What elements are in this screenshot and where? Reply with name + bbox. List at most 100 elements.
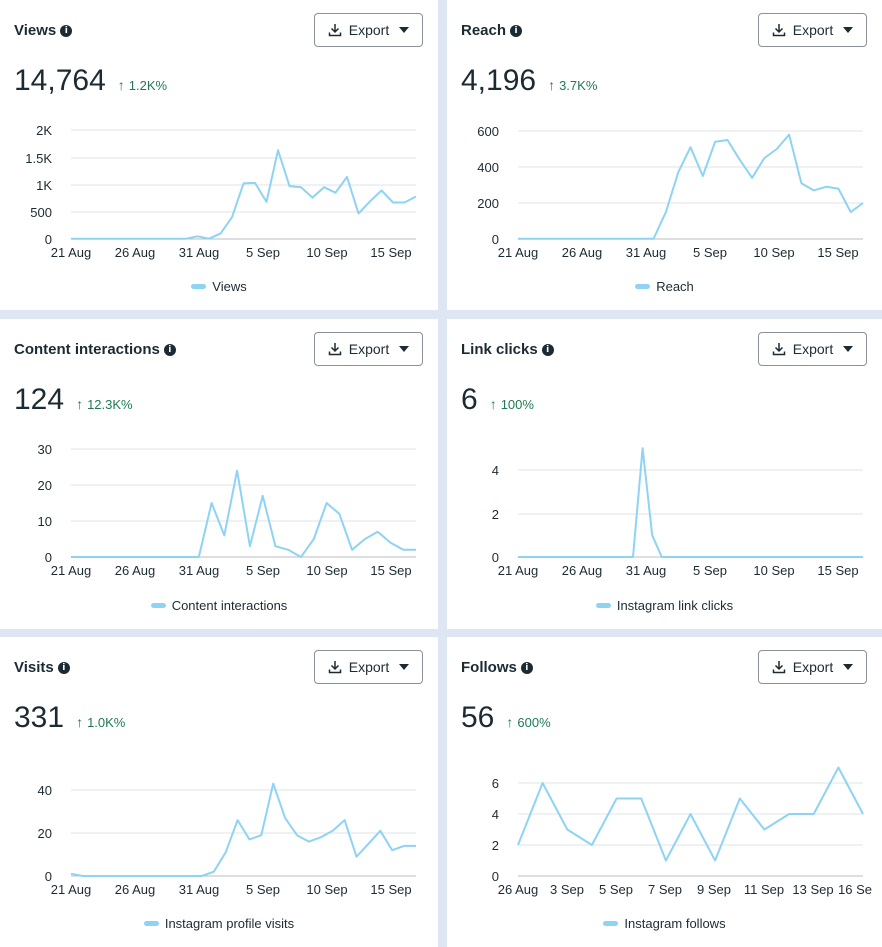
metric-summary: 331 ↑ 1.0K%	[14, 701, 125, 735]
y-tick-label: 10	[38, 514, 52, 529]
x-tick-label: 15 Sep	[370, 563, 411, 578]
legend-label: Instagram link clicks	[616, 598, 734, 613]
y-tick-label: 6	[492, 776, 499, 791]
y-tick-label: 30	[38, 442, 52, 457]
chart-legend[interactable]: Reach	[447, 279, 882, 294]
x-tick-label: 26 Aug	[562, 245, 603, 260]
export-button-label: Export	[792, 22, 834, 38]
export-button[interactable]: Export	[314, 332, 423, 366]
metric-value: 56	[461, 701, 495, 734]
y-tick-label: 0	[492, 869, 499, 884]
series-line[interactable]	[517, 766, 864, 862]
chart-legend[interactable]: Content interactions	[0, 598, 438, 613]
chevron-down-icon	[843, 27, 854, 33]
export-button[interactable]: Export	[314, 650, 423, 684]
x-tick-label: 5 Sep	[246, 563, 280, 578]
metric-change-text: 100%	[500, 396, 534, 412]
chart-legend[interactable]: Instagram profile visits	[0, 916, 438, 931]
x-tick-label: 31 Aug	[179, 882, 220, 897]
x-tick-label: 21 Aug	[498, 245, 539, 260]
y-tick-label: 400	[477, 160, 499, 175]
x-tick-label: 15 Sep	[817, 563, 858, 578]
info-icon[interactable]: i	[163, 343, 176, 356]
x-tick-label: 31 Aug	[179, 245, 220, 260]
card-title: Follows i	[461, 659, 533, 676]
arrow-up-icon: ↑	[117, 77, 125, 93]
x-tick-label: 31 Aug	[626, 245, 667, 260]
metric-summary: 4,196 ↑ 3.7K%	[461, 64, 597, 98]
legend-swatch	[191, 284, 207, 289]
chevron-down-icon	[399, 346, 410, 352]
info-icon[interactable]: i	[57, 661, 70, 674]
download-icon	[772, 24, 786, 37]
y-tick-label: 1K	[36, 178, 52, 193]
x-tick-label: 26 Aug	[115, 882, 156, 897]
metric-summary: 14,764 ↑ 1.2K%	[14, 64, 167, 98]
y-tick-label: 2	[492, 507, 499, 522]
info-icon[interactable]: i	[520, 661, 533, 674]
export-button[interactable]: Export	[758, 332, 867, 366]
x-tick-label: 5 Sep	[599, 882, 633, 897]
x-tick-label: 16 Se	[838, 882, 872, 897]
x-tick-label: 26 Aug	[115, 563, 156, 578]
x-tick-label: 13 Sep	[792, 882, 833, 897]
chevron-down-icon	[399, 27, 410, 33]
line-chart: 0 200 400 600 21 Aug 26 Aug 31 Aug 5 Sep 10 Sep 1…	[477, 124, 864, 260]
chart-legend[interactable]: Instagram follows	[447, 916, 882, 931]
x-tick-label: 21 Aug	[498, 563, 539, 578]
metric-summary: 6 ↑ 100%	[461, 383, 534, 417]
legend-label: Views	[212, 279, 247, 294]
metric-summary: 124 ↑ 12.3K%	[14, 383, 133, 417]
x-tick-label: 9 Sep	[697, 882, 731, 897]
legend-swatch	[150, 603, 166, 608]
series-line[interactable]	[518, 447, 863, 558]
legend-swatch	[143, 921, 159, 926]
legend-label: Reach	[656, 279, 694, 294]
x-tick-label: 21 Aug	[51, 245, 92, 260]
line-chart: 0 20 40 21 Aug 26 Aug 31 Aug 5 Sep 10 Sep 15 Sep	[38, 782, 416, 897]
info-icon[interactable]: i	[60, 24, 73, 37]
x-tick-label: 31 Aug	[179, 563, 220, 578]
line-chart: 0 2 4 6 26 Aug 3 Sep 5 Sep 7 Sep 9 Sep 11 Sep 13 S…	[492, 766, 872, 897]
y-tick-label: 200	[477, 196, 499, 211]
chart-legend[interactable]: Instagram link clicks	[447, 598, 882, 613]
metric-card-link-clicks: Link clicks i Export 6 ↑ 100% 0 2 4 21 Aug 26 Aug 3…	[447, 319, 882, 629]
metric-change: ↑ 600%	[506, 714, 550, 730]
legend-label: Content interactions	[171, 598, 288, 613]
download-icon	[772, 661, 786, 674]
x-tick-label: 3 Sep	[550, 882, 584, 897]
export-button-label: Export	[348, 22, 390, 38]
x-tick-label: 10 Sep	[306, 245, 347, 260]
line-chart: 0 500 1K 1.5K 2K 21 Aug 26 Aug 31 Aug 5 Sep 10 Se…	[25, 123, 417, 260]
x-tick-label: 5 Sep	[693, 245, 727, 260]
export-button[interactable]: Export	[758, 650, 867, 684]
x-tick-label: 10 Sep	[753, 245, 794, 260]
legend-swatch	[595, 603, 611, 608]
x-tick-label: 10 Sep	[306, 882, 347, 897]
download-icon	[328, 343, 342, 356]
y-tick-label: 0	[45, 232, 52, 247]
metric-card-views: Views i Export 14,764 ↑ 1.2K% 0 500 1K 1.5K 2K 21 A…	[0, 0, 438, 310]
line-chart: 0 2 4 21 Aug 26 Aug 31 Aug 5 Sep 10 Sep 15 Sep	[492, 447, 863, 578]
y-tick-label: 0	[45, 550, 52, 565]
y-tick-label: 600	[477, 124, 499, 139]
series-line[interactable]	[71, 149, 417, 240]
series-line[interactable]	[70, 782, 416, 877]
series-line[interactable]	[518, 133, 864, 240]
metric-value: 124	[14, 383, 65, 416]
x-tick-label: 26 Aug	[115, 245, 156, 260]
series-line[interactable]	[71, 469, 416, 558]
card-title-text: Visits	[14, 659, 54, 676]
x-tick-label: 10 Sep	[753, 563, 794, 578]
export-button[interactable]: Export	[758, 13, 867, 47]
info-icon[interactable]: i	[541, 343, 554, 356]
export-button[interactable]: Export	[314, 13, 423, 47]
download-icon	[328, 24, 342, 37]
x-tick-label: 26 Aug	[562, 563, 603, 578]
legend-swatch	[603, 921, 619, 926]
info-icon[interactable]: i	[510, 24, 523, 37]
arrow-up-icon: ↑	[548, 77, 556, 93]
export-button-label: Export	[792, 659, 834, 675]
chart-legend[interactable]: Views	[0, 279, 438, 294]
y-tick-label: 2K	[36, 123, 52, 138]
